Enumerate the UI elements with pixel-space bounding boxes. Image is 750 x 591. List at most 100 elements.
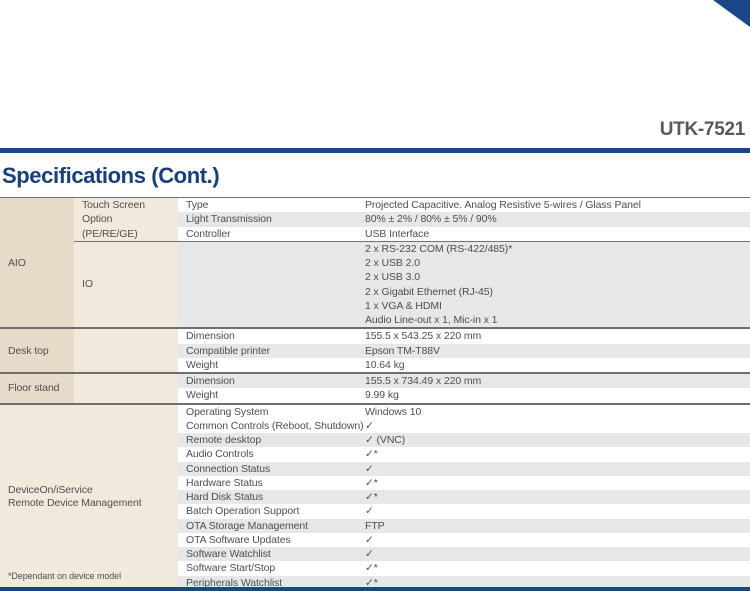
spec-row: Type Projected Capacitive. Analog Resist… (178, 198, 750, 212)
spec-row: Remote desktop ✓ (VNC) (178, 433, 750, 448)
header-rule (0, 148, 750, 153)
section-deviceon: DeviceOn/iService Remote Device Manageme… (0, 402, 750, 590)
spec-row: OTA Storage Management FTP (178, 518, 750, 533)
spec-label: OTA Storage Management (186, 519, 308, 532)
spec-label: Common Controls (Reboot, Shutdown) (186, 419, 363, 432)
spec-row: Operating System Windows 10 (178, 405, 750, 419)
spec-label: Peripherals Watchlist (186, 576, 283, 589)
spec-label: Audio Controls (186, 448, 254, 461)
spec-value: ✓* (365, 562, 378, 575)
group-label: Floor stand (8, 382, 60, 395)
sub-label-io: IO (74, 241, 178, 328)
section-aio: AIO Touch Screen Option (PE/RE/GE) Type … (0, 198, 750, 328)
spec-value: 9.99 kg (365, 389, 399, 402)
spec-label (178, 242, 363, 328)
spec-row: Hard Disk Status ✓* (178, 490, 750, 505)
spec-value: USB Interface (365, 227, 430, 240)
section-desk-top: Desk top Dimension 155.5 x 543.25 x 220 … (0, 327, 750, 372)
spec-value: Epson TM-T88V (365, 344, 440, 357)
spec-label: Software Start/Stop (186, 562, 276, 575)
spec-label: Connection Status (186, 462, 271, 475)
io-line: 1 x VGA & HDMI (365, 299, 442, 312)
spec-row: Light Transmission 80% ± 2% / 80% ± 5% /… (178, 212, 750, 227)
spec-label: Hard Disk Status (186, 491, 264, 503)
section-floor-stand: Floor stand Dimension 155.5 x 734.49 x 2… (0, 372, 750, 403)
group-cell-desk-top: Desk top (0, 329, 74, 372)
spec-value: ✓ (365, 548, 374, 560)
spec-value: 10.64 kg (365, 358, 405, 371)
spec-value: ✓ (365, 533, 374, 546)
spec-value: ✓* (365, 476, 378, 489)
sub-label-line: IO (82, 278, 93, 291)
spec-label: OTA Software Updates (186, 533, 291, 546)
product-code: UTK-7521 (659, 119, 746, 140)
spec-row: 2 x RS-232 COM (RS-422/485)* 2 x USB 2.0… (178, 241, 750, 328)
spec-label: Batch Operation Support (186, 505, 300, 518)
spec-row: Dimension 155.5 x 543.25 x 220 mm (178, 329, 750, 343)
spec-row: Compatible printer Epson TM-T88V (178, 343, 750, 358)
spec-label: Light Transmission (186, 213, 272, 226)
spec-value: FTP (365, 519, 385, 532)
spec-label: Controller (186, 227, 231, 240)
spec-value: ✓ (365, 462, 374, 475)
spec-row: Dimension 155.5 x 734.49 x 220 mm (178, 374, 750, 389)
spec-label: Weight (186, 358, 218, 371)
spec-value: 155.5 x 543.25 x 220 mm (365, 330, 482, 343)
spec-row: Weight 9.99 kg (178, 388, 750, 402)
spec-row: Common Controls (Reboot, Shutdown) ✓ (178, 419, 750, 433)
corner-triangle (713, 0, 750, 27)
spec-row: Peripherals Watchlist ✓* (178, 575, 750, 590)
group-cell-deviceon: DeviceOn/iService Remote Device Manageme… (0, 404, 178, 590)
group-cell-aio: AIO (0, 198, 74, 328)
spec-value: ✓ (365, 419, 374, 432)
io-line: 2 x USB 3.0 (365, 271, 420, 284)
sub-label-line: Touch Screen Option (82, 199, 146, 226)
spec-value: 80% ± 2% / 80% ± 5% / 90% (365, 213, 497, 226)
spec-row: Software Start/Stop ✓* (178, 561, 750, 575)
spec-label: Operating System (186, 405, 269, 418)
io-line-list: 2 x RS-232 COM (RS-422/485)* 2 x USB 2.0… (363, 242, 750, 328)
spec-label: Remote desktop (186, 434, 262, 446)
spec-row: Weight 10.64 kg (178, 358, 750, 372)
spec-row: Software Watchlist ✓ (178, 547, 750, 562)
spec-value: ✓* (365, 491, 378, 503)
spec-label: Dimension (186, 330, 235, 343)
sub-cell-empty (74, 374, 178, 403)
subsection-touch-screen: Touch Screen Option (PE/RE/GE) Type Proj… (74, 198, 750, 241)
spec-value: ✓* (365, 448, 378, 461)
spec-value: ✓ (VNC) (365, 434, 406, 446)
spec-row: Hardware Status ✓* (178, 476, 750, 490)
io-line: 2 x USB 2.0 (365, 257, 420, 269)
io-line: 2 x RS-232 COM (RS-422/485)* (365, 242, 513, 255)
spec-label: Weight (186, 389, 218, 402)
spec-value: Windows 10 (365, 405, 422, 418)
specifications-table: AIO Touch Screen Option (PE/RE/GE) Type … (0, 197, 750, 591)
spec-row: Batch Operation Support ✓ (178, 504, 750, 518)
spec-row: Controller USB Interface (178, 227, 750, 241)
spec-label: Dimension (186, 375, 235, 387)
sub-cell-empty (74, 329, 178, 372)
spec-label: Compatible printer (186, 344, 270, 357)
spec-row: Connection Status ✓ (178, 461, 750, 476)
group-label-line: Remote Device Management (8, 497, 142, 510)
spec-label: Type (186, 199, 209, 211)
spec-row: OTA Software Updates ✓ (178, 533, 750, 547)
group-label: AIO (8, 256, 26, 269)
spec-value: ✓* (365, 576, 378, 589)
spec-label: Software Watchlist (186, 548, 271, 560)
spec-value: 155.5 x 734.49 x 220 mm (365, 375, 482, 387)
spec-row: Audio Controls ✓* (178, 447, 750, 461)
footer-bar (0, 587, 750, 591)
sub-label-touch-screen-option: Touch Screen Option (PE/RE/GE) (74, 198, 178, 241)
sub-label-line: (PE/RE/GE) (82, 227, 138, 240)
subsection-io: IO 2 x RS-232 COM (RS-422/485)* 2 x USB … (74, 240, 750, 328)
spec-value: ✓ (365, 505, 374, 518)
group-label: Desk top (8, 344, 49, 357)
spec-label: Hardware Status (186, 476, 263, 489)
page-title: Specifications (Cont.) (2, 163, 220, 188)
io-line: 2 x Gigabit Ethernet (RJ-45) (365, 285, 493, 298)
spec-value: Projected Capacitive. Analog Resistive 5… (365, 199, 641, 211)
io-line: Audio Line-out x 1, Mic-in x 1 (365, 314, 498, 326)
footnote: *Dependant on device model (8, 570, 121, 581)
